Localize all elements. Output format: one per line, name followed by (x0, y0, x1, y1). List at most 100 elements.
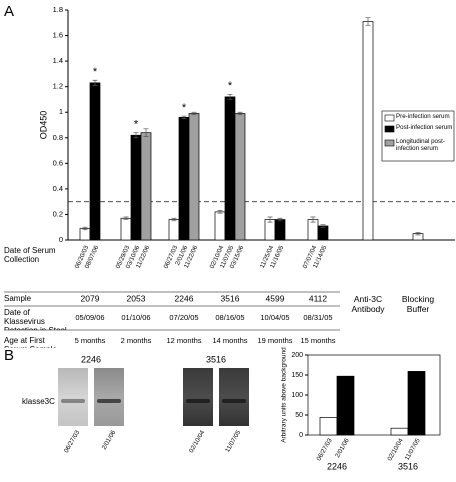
bar (336, 375, 355, 436)
error-bar (191, 111, 197, 116)
blot-lane-label: 11/07/05 (224, 429, 242, 454)
bar (224, 96, 236, 241)
error-bar (181, 115, 187, 119)
sample-label-box: Anti-3C Antibody (351, 294, 385, 314)
error-bar (92, 79, 98, 86)
sample-label: 4112 (309, 293, 328, 303)
bar (130, 134, 142, 241)
legend-swatch (384, 139, 395, 147)
age: 14 months (212, 336, 247, 345)
error-bar (171, 217, 177, 222)
bar (214, 211, 226, 241)
bar (307, 219, 319, 241)
bar (274, 219, 286, 241)
sample-label: 3516 (221, 293, 240, 303)
band-label: klasse3C (22, 397, 55, 406)
bar (407, 371, 426, 436)
sample-label: Anti-3C Antibody (351, 294, 385, 314)
bar (390, 427, 409, 436)
panel-label: B (4, 347, 14, 364)
legend-label-box: Post-infection serum (396, 124, 453, 131)
sample-label: 2079 (81, 293, 100, 303)
bar (89, 82, 101, 241)
legend-swatch (384, 125, 395, 133)
row-label-box: Sample (4, 294, 32, 303)
error-bar (82, 226, 88, 231)
detection-date: 07/20/05 (169, 313, 198, 322)
bar (140, 132, 152, 241)
error-bar (227, 93, 233, 100)
row-label: Age at First Serum Sample (4, 336, 57, 348)
legend-label: Post-infection serum (396, 124, 453, 131)
blot-lane (94, 368, 124, 426)
y-tick-label: 1 (59, 107, 63, 116)
y-tick-label: 0.6 (53, 158, 63, 167)
row-label-box: Age at First Serum Sample (4, 336, 57, 348)
y-tick-label: 1.4 (53, 56, 63, 65)
blot-sample-label: 3516 (206, 354, 226, 364)
age: 12 months (166, 336, 201, 345)
blot-sample-label: 2246 (81, 354, 101, 364)
significance-marker: * (228, 80, 233, 92)
legend-label: Pre-infection serum (396, 113, 450, 120)
y-axis-label: OD450 (38, 111, 48, 140)
blot-lane (219, 368, 249, 426)
detection-date: 01/10/06 (121, 313, 150, 322)
error-bar (310, 216, 316, 223)
bar (168, 219, 180, 241)
bar-date-label: 06/27/03 (315, 437, 334, 462)
bar-date-label: 2/01/06 (334, 437, 351, 459)
sample-label-box: Blocking Buffer (401, 294, 435, 314)
y-tick-label: 1.2 (53, 82, 63, 91)
y-tick-label: 1.6 (53, 31, 63, 40)
bar-date-label: 02/10/04 (386, 437, 405, 462)
blot-band (186, 399, 210, 403)
error-bar (320, 224, 326, 228)
significance-marker: * (134, 119, 139, 131)
row-label: Date of Serum Collection (4, 246, 56, 264)
group-label: 3516 (398, 461, 418, 471)
y-tick-label: 0 (299, 432, 303, 439)
detection-date: 05/09/06 (75, 313, 104, 322)
bar (79, 228, 91, 241)
error-bar (237, 111, 243, 116)
bar-date-label: 11/07/05 (404, 437, 422, 462)
y-tick-label: 0 (59, 235, 63, 244)
blot-lane (58, 368, 88, 426)
error-bar (217, 210, 223, 214)
legend-swatch (384, 114, 395, 122)
row-label-box: Date of Serum Collection (4, 246, 56, 264)
group-label: 2246 (327, 461, 347, 471)
bar (234, 113, 246, 241)
error-bar (123, 216, 129, 220)
y-tick-label: 0.2 (53, 209, 63, 218)
y-tick-label: 0.4 (53, 184, 63, 193)
row-label: Sample (4, 294, 32, 303)
sample-label: 2246 (175, 293, 194, 303)
bar (264, 219, 276, 241)
error-bar (267, 216, 273, 223)
panel-label: A (4, 3, 14, 20)
detection-date: 08/16/05 (215, 313, 244, 322)
error-bar (133, 132, 139, 139)
blot-lane-label: 2/01/06 (101, 429, 118, 451)
blot-band (222, 399, 246, 403)
blot-band (97, 399, 121, 403)
age: 2 months (121, 336, 152, 345)
row-label: Date of Klassevirus Detection in Stool (4, 308, 67, 330)
bar (362, 21, 374, 241)
legend-label: Longitudinal post-infection serum (396, 138, 445, 152)
blot-lane (183, 368, 213, 426)
y-tick-label: 100 (291, 392, 303, 399)
y-tick-label: 0.8 (53, 133, 63, 142)
sample-label: 2053 (127, 293, 146, 303)
error-bar (415, 231, 421, 236)
age: 15 months (300, 336, 335, 345)
significance-marker: * (182, 102, 187, 114)
age: 19 months (257, 336, 292, 345)
sample-label: 4599 (266, 293, 285, 303)
legend-label-box: Pre-infection serum (396, 113, 450, 120)
sample-label: Blocking Buffer (401, 294, 435, 314)
bar (317, 225, 329, 241)
